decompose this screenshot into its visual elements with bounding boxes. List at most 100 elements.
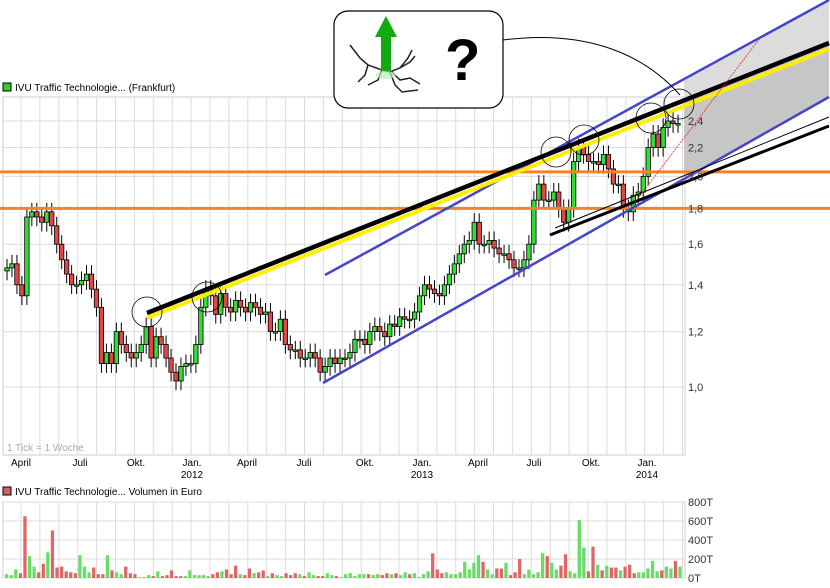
candle-body — [481, 243, 487, 247]
volume-bar — [444, 572, 449, 578]
candle-body — [44, 211, 50, 223]
arrow-shape — [375, 16, 397, 71]
x-tick-label: Juli — [526, 458, 541, 469]
candle-body — [233, 299, 239, 313]
volume-bar — [220, 571, 224, 578]
volume-bar — [348, 573, 352, 578]
volume-bar — [458, 572, 462, 578]
candle-body — [138, 344, 144, 353]
candle-body — [69, 273, 75, 286]
volume-bar — [275, 575, 279, 578]
candle-body — [238, 299, 244, 308]
candle-body — [556, 191, 562, 209]
candle-body — [213, 295, 219, 315]
candle-body — [610, 168, 617, 185]
candle-body — [491, 240, 497, 249]
volume-bar — [408, 574, 412, 578]
candle-body — [397, 316, 403, 327]
support-trendline — [549, 124, 830, 237]
annotation-box: ? — [333, 10, 681, 109]
channel-lower-line — [322, 95, 830, 385]
volume-bar — [32, 566, 36, 578]
volume-bar — [183, 576, 187, 578]
annotation-connector — [502, 37, 681, 96]
candle-body — [173, 371, 179, 382]
touch-point-circle — [131, 296, 163, 328]
candle-body — [153, 336, 159, 359]
volume-bar — [632, 573, 636, 578]
y-tick-label: 1,8 — [688, 203, 703, 215]
candle-body — [322, 366, 328, 373]
volume-bar — [82, 566, 87, 578]
volume-bar — [234, 565, 238, 578]
x-tick-label: April — [11, 458, 31, 469]
volume-bar — [46, 552, 50, 578]
candle-body — [183, 363, 189, 367]
y-tick-label: 2,2 — [688, 142, 703, 154]
drawing-overlay — [0, 0, 830, 385]
candle-body — [19, 284, 25, 297]
candle-body — [372, 326, 378, 333]
volume-bar — [247, 568, 252, 578]
volume-bar — [133, 574, 137, 578]
volume-bar — [431, 553, 435, 578]
candle-body — [282, 318, 288, 345]
volume-bar — [531, 574, 536, 578]
x-tick-label: Jan. — [638, 458, 657, 469]
candle-body — [34, 211, 40, 218]
x-tick-label: April — [468, 458, 488, 469]
volume-bar — [449, 574, 453, 578]
volume-bar — [426, 571, 430, 578]
x-tick-label: Juli — [296, 458, 311, 469]
volume-bar — [160, 576, 165, 578]
candle-body — [198, 306, 204, 345]
candle-body — [466, 240, 472, 245]
volume-bar — [55, 567, 59, 578]
candle-body — [188, 363, 194, 366]
candle-body — [49, 211, 55, 227]
candle-body — [407, 318, 413, 322]
volume-bar — [376, 574, 380, 578]
volume-bar — [417, 577, 421, 578]
candle-body — [262, 311, 269, 315]
y-tick-label: 1,4 — [688, 280, 703, 292]
volume-bar — [325, 573, 329, 578]
candle-body — [595, 161, 602, 165]
volume-bar — [179, 576, 183, 578]
candle-body — [541, 183, 547, 201]
candle-body — [471, 221, 477, 241]
volume-bar — [586, 571, 591, 578]
volume-bar — [357, 574, 362, 578]
volume-bar — [238, 574, 242, 578]
volume-bar — [147, 575, 151, 578]
y-tick-label: 1,2 — [688, 327, 703, 339]
volume-bar — [559, 565, 563, 578]
volume-bar — [69, 572, 73, 578]
volume-bar — [192, 575, 197, 578]
volume-bar — [243, 575, 247, 578]
volume-bar — [380, 575, 384, 578]
volume-bar — [137, 577, 142, 578]
candle-body — [93, 288, 100, 308]
volume-bar — [344, 574, 348, 578]
volume-bar — [174, 576, 178, 578]
candle-body — [337, 357, 343, 365]
volume-bar — [618, 570, 623, 578]
candle-body — [551, 191, 557, 201]
touch-point-circle — [191, 281, 223, 313]
candle-body — [402, 316, 408, 320]
candle-body — [113, 331, 119, 365]
candle-body — [382, 331, 388, 338]
candle-body — [392, 323, 398, 327]
y-tick-label: 2,0 — [688, 171, 703, 183]
volume-bar — [508, 575, 513, 578]
candle-body — [143, 326, 149, 345]
question-mark: ? — [445, 28, 480, 93]
volume-bar — [27, 556, 32, 578]
shade-upper — [684, 0, 829, 99]
volume-bar — [605, 565, 609, 578]
candle-body — [103, 352, 110, 365]
volume-bar — [101, 574, 105, 578]
volume-bar — [353, 576, 357, 578]
